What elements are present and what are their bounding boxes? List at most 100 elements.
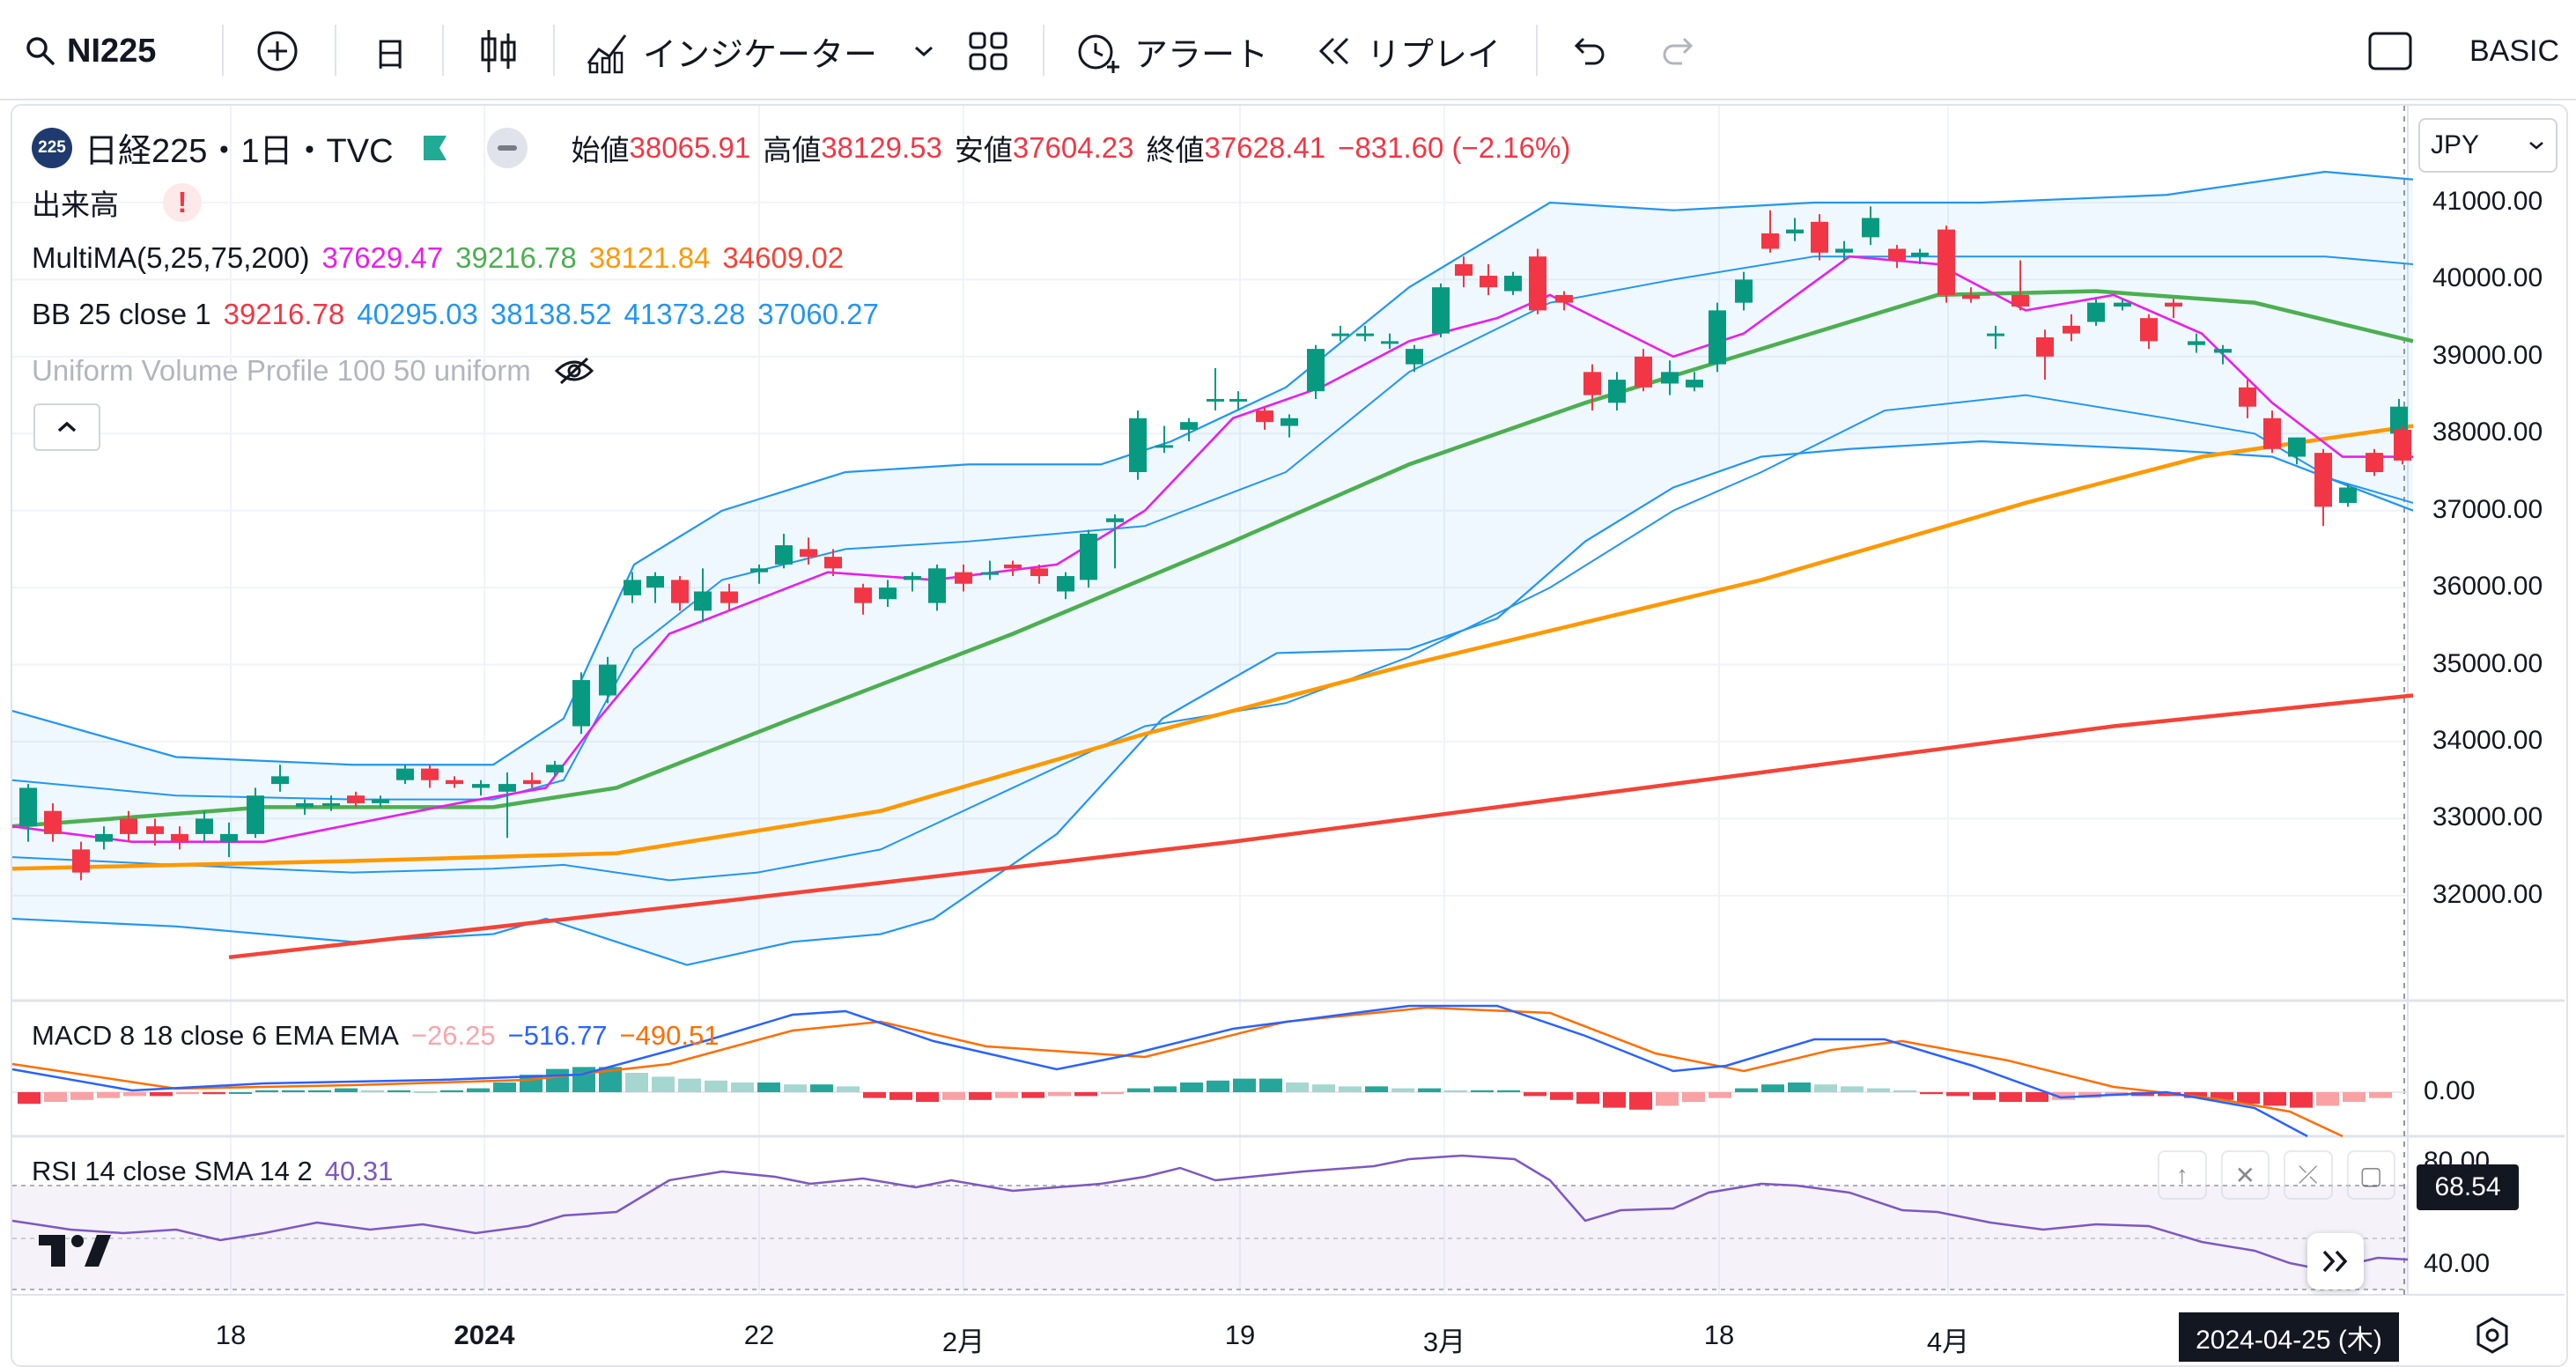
macd-histogram-bar xyxy=(678,1078,701,1092)
market-status-badge[interactable] xyxy=(486,127,528,168)
candle-body xyxy=(646,576,664,588)
candle-body xyxy=(1862,218,1879,238)
symbol-legend: 225 日経225・1日・TVC 始値 38065.91 高値 38129.53 安… xyxy=(32,123,1570,172)
candle-down xyxy=(2063,314,2080,342)
candle-body xyxy=(1911,252,1929,257)
candle-down xyxy=(2036,329,2054,381)
candle-up xyxy=(296,799,314,816)
bb-legend[interactable]: BB 25 close 1 39216.78 40295.03 38138.52… xyxy=(32,298,879,331)
macd-line xyxy=(11,1004,2308,1138)
undo-icon xyxy=(1574,37,1605,65)
candle-body xyxy=(904,576,921,580)
candle-up xyxy=(572,672,590,735)
chart-type-button[interactable] xyxy=(477,19,520,83)
macd-legend[interactable]: MACD 8 18 close 6 EMA EMA −26.25 −516.77… xyxy=(32,1020,719,1052)
high-label: 高値 xyxy=(763,133,822,166)
undo-button[interactable] xyxy=(1569,19,1608,83)
flag-icon[interactable] xyxy=(420,134,448,162)
macd-histogram-bar xyxy=(1524,1092,1546,1097)
candle-up xyxy=(1862,206,1879,246)
indicators-button[interactable]: インジケーター xyxy=(585,19,935,83)
volume-profile-legend[interactable]: Uniform Volume Profile 100 50 uniform xyxy=(32,354,594,388)
bb-name: BB 25 close 1 xyxy=(32,298,211,330)
eye-off-icon[interactable] xyxy=(554,355,594,387)
volume-label: 出来高 xyxy=(32,188,119,221)
macd-histogram-bar xyxy=(1339,1086,1362,1092)
candle-body xyxy=(1811,221,1828,253)
candle-up xyxy=(928,564,946,611)
chart-settings-button[interactable] xyxy=(2473,1316,2512,1359)
macd-histogram-bar xyxy=(1471,1090,1494,1092)
compare-symbol-button[interactable] xyxy=(255,19,299,83)
symbol-title[interactable]: 日経225・1日・TVC xyxy=(85,133,394,170)
candle-up xyxy=(646,572,664,603)
multima-legend[interactable]: MultiMA(5,25,75,200) 37629.47 39216.78 3… xyxy=(32,241,844,275)
interval-button[interactable]: 日 xyxy=(373,19,407,83)
warning-icon[interactable]: ! xyxy=(163,183,202,222)
fullscreen-button[interactable] xyxy=(2367,19,2413,83)
candle-down xyxy=(2366,448,2383,477)
macd-histogram-bar xyxy=(863,1092,886,1098)
candle-up xyxy=(1406,344,1423,373)
scroll-to-realtime-button[interactable] xyxy=(2307,1233,2364,1289)
move-pane-up-button[interactable]: ↑ xyxy=(2158,1150,2207,1200)
layout-button[interactable] xyxy=(967,19,1009,83)
macd-histogram-bar xyxy=(388,1090,410,1092)
macd-histogram-bar xyxy=(916,1092,939,1102)
candle-body xyxy=(120,818,137,834)
macd-histogram-bar xyxy=(1656,1092,1679,1106)
tradingview-logo[interactable] xyxy=(39,1230,114,1276)
divider xyxy=(442,25,444,76)
plan-label: BASIC xyxy=(2469,33,2560,68)
maximize-pane-button[interactable]: ▢ xyxy=(2346,1150,2395,1200)
candle-up xyxy=(220,822,238,858)
volume-legend[interactable]: 出来高 ! xyxy=(32,181,202,224)
time-axis-label: 19 xyxy=(1224,1319,1256,1350)
replay-button[interactable]: リプレイ xyxy=(1316,19,1501,83)
candle-down xyxy=(2011,260,2029,311)
rsi-legend[interactable]: RSI 14 close SMA 14 2 40.31 xyxy=(32,1156,393,1187)
candle-down xyxy=(1030,564,1048,584)
macd-histogram-bar xyxy=(1973,1092,1996,1100)
candle-body xyxy=(196,818,213,834)
currency-select[interactable]: JPY xyxy=(2418,118,2558,173)
price-change: −831.60 (−2.16%) xyxy=(1338,130,1571,164)
candle-up xyxy=(95,826,113,850)
candle-up xyxy=(2214,344,2232,365)
time-axis-label: 22 xyxy=(743,1319,775,1350)
candle-up xyxy=(1356,325,1374,342)
candle-up xyxy=(2339,484,2357,507)
candle-body xyxy=(2087,302,2105,322)
macd-histogram-bar xyxy=(467,1088,490,1092)
candle-body xyxy=(1155,445,1173,448)
macd-histogram-bar xyxy=(784,1084,807,1092)
alert-button[interactable]: アラート xyxy=(1074,19,1268,83)
collapse-legend-button[interactable] xyxy=(33,403,100,451)
close-pane-button[interactable]: ✕ xyxy=(2220,1150,2270,1200)
candle-body xyxy=(2188,341,2205,345)
candle-body xyxy=(1987,333,2004,336)
candles-icon xyxy=(481,30,516,72)
time-axis-label: 2024 xyxy=(454,1319,515,1350)
close-label: 終値 xyxy=(1146,133,1205,166)
candle-down xyxy=(2263,410,2281,454)
candle-up xyxy=(1709,302,1726,373)
candle-down xyxy=(72,841,90,881)
candle-up xyxy=(19,784,37,842)
candle-down xyxy=(1938,225,1955,303)
candle-down xyxy=(1635,349,1652,392)
symbol-search[interactable]: NI225 xyxy=(25,19,156,83)
candle-body xyxy=(2239,387,2256,407)
macd-histogram-bar xyxy=(2184,1092,2207,1098)
divider xyxy=(1536,25,1538,76)
candle-down xyxy=(120,810,137,842)
collapse-pane-button[interactable]: ⤫ xyxy=(2284,1150,2333,1200)
macd-histogram-bar xyxy=(1735,1088,1758,1092)
candle-body xyxy=(1307,349,1325,392)
candle-body xyxy=(1281,417,1298,426)
candle-body xyxy=(720,591,738,603)
rsi-band-fill xyxy=(12,1186,2408,1289)
redo-button[interactable] xyxy=(1659,19,1698,83)
macd-histogram-bar xyxy=(652,1076,675,1092)
